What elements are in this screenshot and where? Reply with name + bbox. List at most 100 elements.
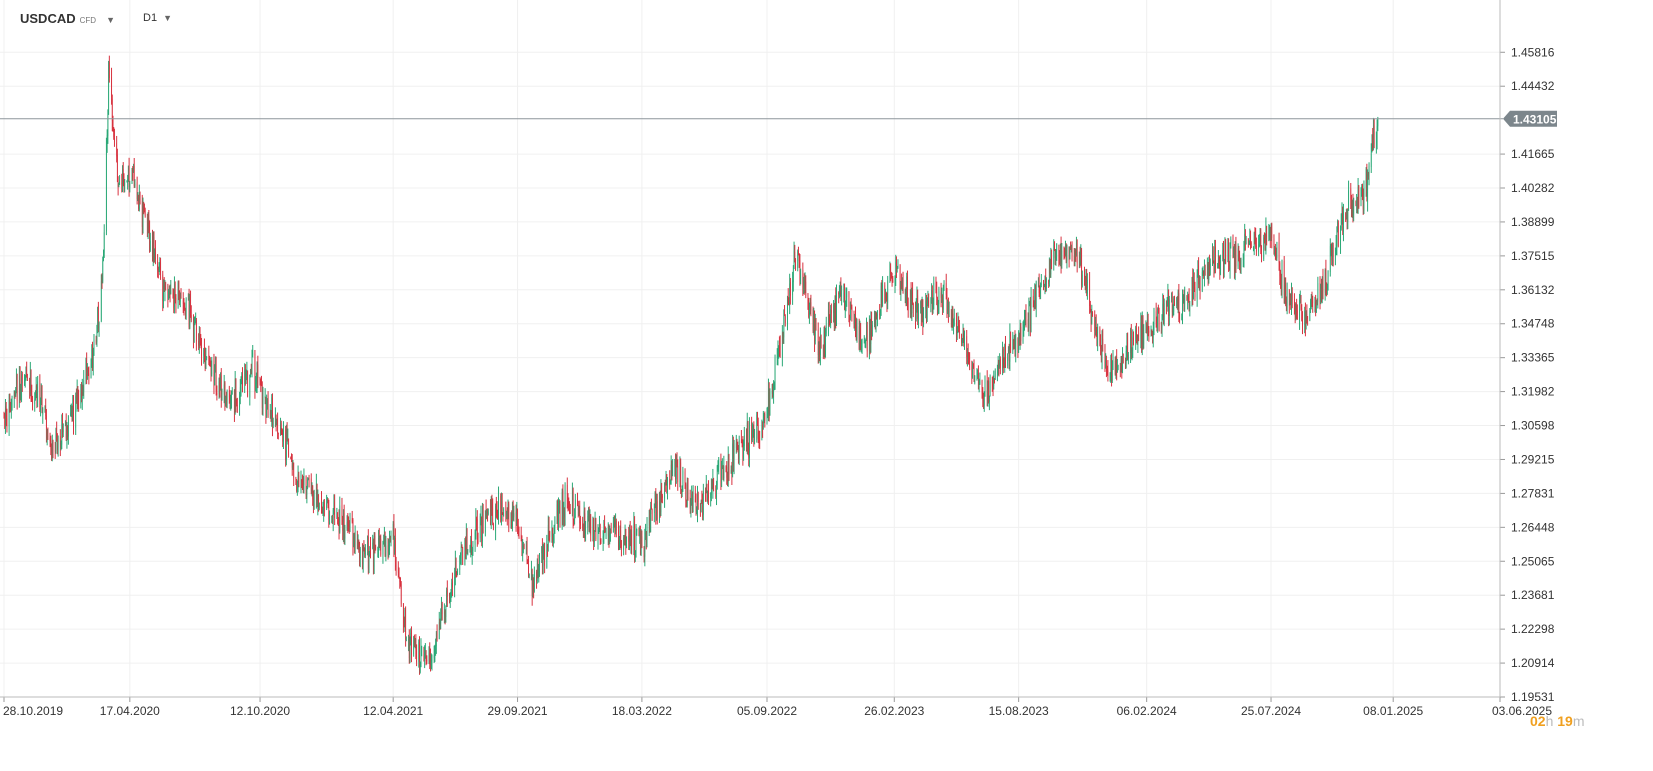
candle-body	[1054, 249, 1056, 259]
candle-body	[597, 534, 599, 541]
candle-body	[239, 387, 241, 397]
candle-body	[554, 516, 556, 526]
candle-body	[1258, 244, 1259, 252]
candle-body	[452, 581, 453, 588]
candle-body	[790, 282, 791, 296]
candle-body	[747, 422, 749, 446]
candle-body	[1030, 296, 1032, 326]
candle-body	[275, 415, 277, 426]
candle-body	[41, 386, 43, 413]
candle-body	[1253, 232, 1255, 247]
candle-body	[11, 399, 13, 405]
candle-body	[1135, 327, 1137, 342]
candle-body	[98, 305, 99, 329]
candle-body	[1040, 283, 1041, 294]
candle-body	[1376, 126, 1378, 140]
candle-body	[265, 397, 267, 414]
candle-body	[426, 659, 428, 662]
candle-body	[853, 312, 855, 324]
candle-body	[405, 640, 407, 641]
candle-body	[169, 291, 171, 295]
candle-body	[501, 501, 503, 512]
candle-body	[195, 321, 197, 322]
candle-body	[769, 392, 771, 416]
x-tick-label: 12.04.2021	[363, 704, 423, 718]
timeframe-selector[interactable]: D1 ▼	[143, 12, 172, 24]
candle-body	[1274, 248, 1276, 254]
candle-body	[615, 522, 616, 532]
candle-body	[861, 345, 862, 350]
candle-body	[823, 330, 825, 352]
candle-body	[543, 548, 545, 552]
candle-body	[1291, 291, 1293, 301]
candle-body	[865, 340, 867, 342]
candle-body	[997, 370, 998, 373]
candle-body	[633, 521, 635, 546]
candle-body	[1264, 237, 1265, 239]
candle-body	[296, 481, 297, 491]
candle-body	[107, 113, 109, 136]
candle-body	[203, 349, 205, 356]
candle-body	[942, 288, 944, 310]
candle-body	[1166, 301, 1168, 304]
candle-body	[887, 280, 889, 303]
candle-body	[1312, 299, 1314, 304]
candle-body	[988, 381, 990, 402]
candle-body	[855, 314, 856, 328]
x-tick-label: 15.08.2023	[989, 704, 1049, 718]
candle-body	[214, 370, 216, 386]
candle-body	[542, 547, 543, 567]
candle-body	[582, 523, 583, 529]
candle-body	[1122, 353, 1123, 371]
candle-body	[629, 524, 631, 544]
candle-body	[737, 445, 739, 450]
candle-body	[947, 300, 949, 314]
candle-body	[1114, 360, 1116, 375]
candle-body	[87, 368, 89, 372]
candle-body	[1361, 186, 1363, 192]
candle-body	[210, 365, 212, 376]
candle-body	[1332, 246, 1333, 259]
candle-body	[1070, 245, 1071, 250]
candle-body	[68, 416, 69, 437]
candle-body	[1363, 187, 1365, 211]
y-tick-label: 1.23681	[1511, 588, 1555, 602]
candle-body	[35, 391, 36, 399]
time-axis[interactable]: 28.10.2019 17.04.2020 12.10.2020 12.04.2021…	[0, 696, 1552, 718]
y-tick-label: 1.22298	[1511, 622, 1555, 636]
candle-body	[1008, 348, 1009, 353]
candle-body	[1003, 363, 1005, 365]
candle-body	[154, 248, 156, 258]
candle-body	[77, 390, 79, 399]
current-price-line: 1.43105	[0, 110, 1557, 127]
y-tick-label: 1.27831	[1511, 486, 1555, 500]
candle-body	[1156, 326, 1158, 328]
candle-body	[269, 409, 271, 416]
candle-body	[1167, 293, 1169, 303]
candle-body	[1243, 247, 1245, 260]
symbol-selector[interactable]: USDCAD CFD ▼	[20, 11, 115, 26]
candle-body	[460, 546, 462, 556]
candle-body	[221, 392, 223, 401]
candle-body	[915, 305, 917, 319]
candle-body	[201, 341, 202, 356]
candle-body	[193, 318, 194, 341]
price-axis[interactable]: 1.45816 1.44432 1.41665 1.40282 1.38899 1.375…	[1499, 0, 1555, 704]
candle-body	[471, 550, 473, 555]
candle-body	[223, 384, 225, 395]
candle-body	[742, 441, 744, 458]
candle-body	[390, 535, 392, 539]
candle-body	[820, 336, 821, 356]
candle-body	[46, 415, 47, 439]
candle-body	[1075, 251, 1077, 253]
candle-body	[619, 529, 621, 543]
candle-body	[907, 276, 908, 304]
y-tick-label: 1.25065	[1511, 554, 1555, 568]
grid	[0, 0, 1501, 698]
candle-body	[963, 334, 965, 341]
candle-body	[558, 505, 560, 507]
candle-body	[1234, 247, 1236, 272]
candle-body	[1049, 261, 1050, 283]
